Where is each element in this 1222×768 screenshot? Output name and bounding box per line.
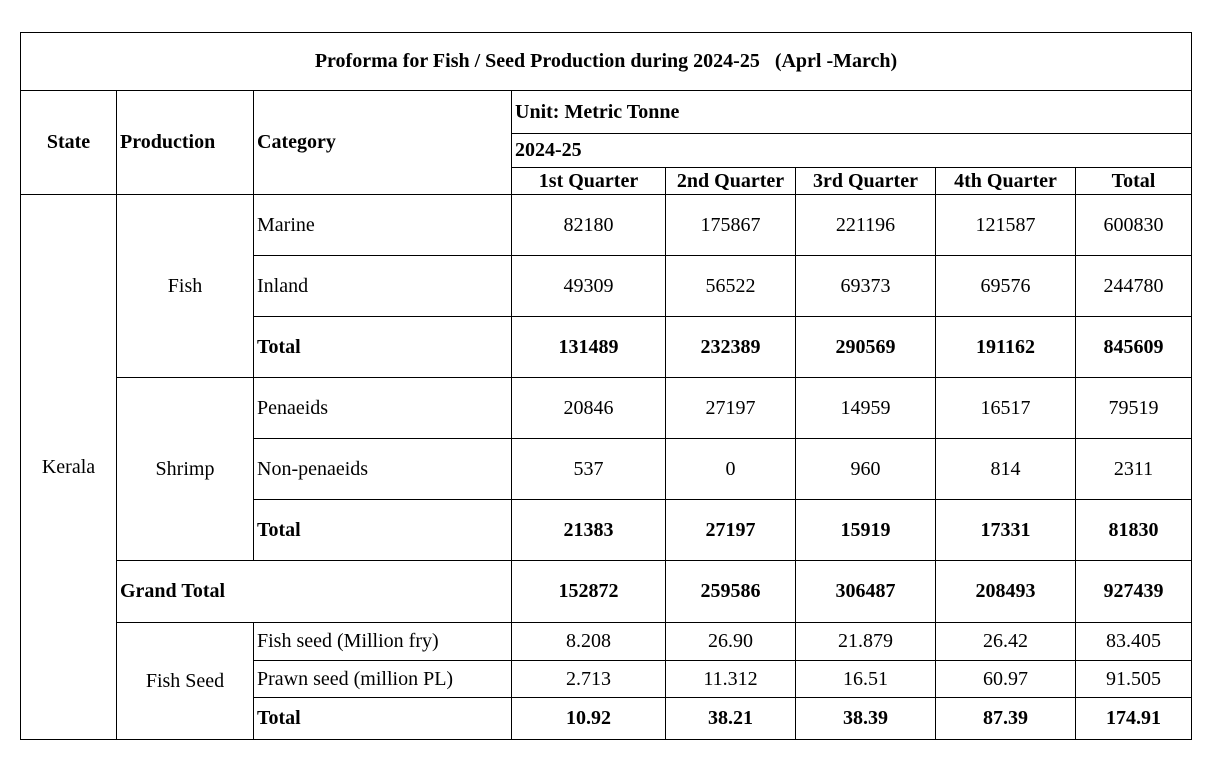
category-cell: Penaeids <box>253 377 512 439</box>
header-production: Production <box>116 90 254 195</box>
grand-total-label: Grand Total <box>116 560 512 623</box>
category-cell: Non-penaeids <box>253 438 512 500</box>
header-total: Total <box>1075 167 1192 195</box>
category-cell: Total <box>253 697 512 740</box>
value-cell: 60.97 <box>935 660 1076 698</box>
header-year: 2024-25 <box>511 133 1192 168</box>
value-cell: 69373 <box>795 255 936 317</box>
category-cell: Marine <box>253 194 512 256</box>
table-row: Kerala Fish Marine 82180 175867 221196 1… <box>20 194 1192 740</box>
value-cell: 175867 <box>665 194 796 256</box>
value-cell: 26.42 <box>935 622 1076 661</box>
header-q2: 2nd Quarter <box>665 167 796 195</box>
table-row-grand-total: Grand Total 152872 259586 306487 208493 … <box>21 560 1192 623</box>
value-cell: 121587 <box>935 194 1076 256</box>
table-row: Inland 49309 56522 69373 69576 244780 <box>21 255 1192 317</box>
value-cell: 16.51 <box>795 660 936 698</box>
value-cell: 306487 <box>795 560 936 623</box>
category-cell: Total <box>253 316 512 378</box>
header-category: Category <box>253 90 512 195</box>
category-cell: Prawn seed (million PL) <box>253 660 512 698</box>
header-unit: Unit: Metric Tonne <box>511 90 1192 134</box>
value-cell: 244780 <box>1075 255 1192 317</box>
value-cell: 11.312 <box>665 660 796 698</box>
value-cell: 290569 <box>795 316 936 378</box>
value-cell: 49309 <box>511 255 666 317</box>
value-cell: 83.405 <box>1075 622 1192 661</box>
value-cell: 56522 <box>665 255 796 317</box>
production-table: Proforma for Fish / Seed Production duri… <box>20 32 1192 740</box>
value-cell: 38.21 <box>665 697 796 740</box>
value-cell: 79519 <box>1075 377 1192 439</box>
value-cell: 232389 <box>665 316 796 378</box>
value-cell: 927439 <box>1075 560 1192 623</box>
header-state: State <box>20 90 117 195</box>
production-fish-seed: Fish Seed <box>116 622 254 740</box>
value-cell: 15919 <box>795 499 936 561</box>
header-q1: 1st Quarter <box>511 167 666 195</box>
value-cell: 131489 <box>511 316 666 378</box>
table-row: Fish Seed Fish seed (Million fry) 8.208 … <box>21 622 1192 740</box>
value-cell: 2311 <box>1075 438 1192 500</box>
value-cell: 8.208 <box>511 622 666 661</box>
value-cell: 27197 <box>665 377 796 439</box>
value-cell: 600830 <box>1075 194 1192 256</box>
header-q4: 4th Quarter <box>935 167 1076 195</box>
header-q3: 3rd Quarter <box>795 167 936 195</box>
category-cell: Fish seed (Million fry) <box>253 622 512 661</box>
value-cell: 21383 <box>511 499 666 561</box>
production-shrimp: Shrimp <box>116 377 254 561</box>
value-cell: 20846 <box>511 377 666 439</box>
value-cell: 16517 <box>935 377 1076 439</box>
value-cell: 82180 <box>511 194 666 256</box>
value-cell: 221196 <box>795 194 936 256</box>
category-cell: Inland <box>253 255 512 317</box>
value-cell: 91.505 <box>1075 660 1192 698</box>
value-cell: 21.879 <box>795 622 936 661</box>
table-row: Shrimp Penaeids 20846 27197 14959 16517 … <box>21 377 1192 561</box>
value-cell: 208493 <box>935 560 1076 623</box>
value-cell: 81830 <box>1075 499 1192 561</box>
value-cell: 27197 <box>665 499 796 561</box>
value-cell: 814 <box>935 438 1076 500</box>
production-fish: Fish <box>116 194 254 378</box>
value-cell: 69576 <box>935 255 1076 317</box>
value-cell: 26.90 <box>665 622 796 661</box>
value-cell: 259586 <box>665 560 796 623</box>
value-cell: 537 <box>511 438 666 500</box>
value-cell: 960 <box>795 438 936 500</box>
table-row: Non-penaeids 537 0 960 814 2311 <box>21 438 1192 500</box>
value-cell: 38.39 <box>795 697 936 740</box>
value-cell: 2.713 <box>511 660 666 698</box>
value-cell: 845609 <box>1075 316 1192 378</box>
value-cell: 191162 <box>935 316 1076 378</box>
table-row: Total 10.92 38.21 38.39 87.39 174.91 <box>21 697 1192 740</box>
value-cell: 174.91 <box>1075 697 1192 740</box>
value-cell: 17331 <box>935 499 1076 561</box>
value-cell: 10.92 <box>511 697 666 740</box>
production-table-container: Proforma for Fish / Seed Production duri… <box>20 32 1192 741</box>
table-title: Proforma for Fish / Seed Production duri… <box>20 32 1192 91</box>
state-cell: Kerala <box>20 194 117 740</box>
value-cell: 152872 <box>511 560 666 623</box>
category-cell: Total <box>253 499 512 561</box>
value-cell: 0 <box>665 438 796 500</box>
table-row: Total 131489 232389 290569 191162 845609 <box>21 316 1192 378</box>
value-cell: 87.39 <box>935 697 1076 740</box>
value-cell: 14959 <box>795 377 936 439</box>
